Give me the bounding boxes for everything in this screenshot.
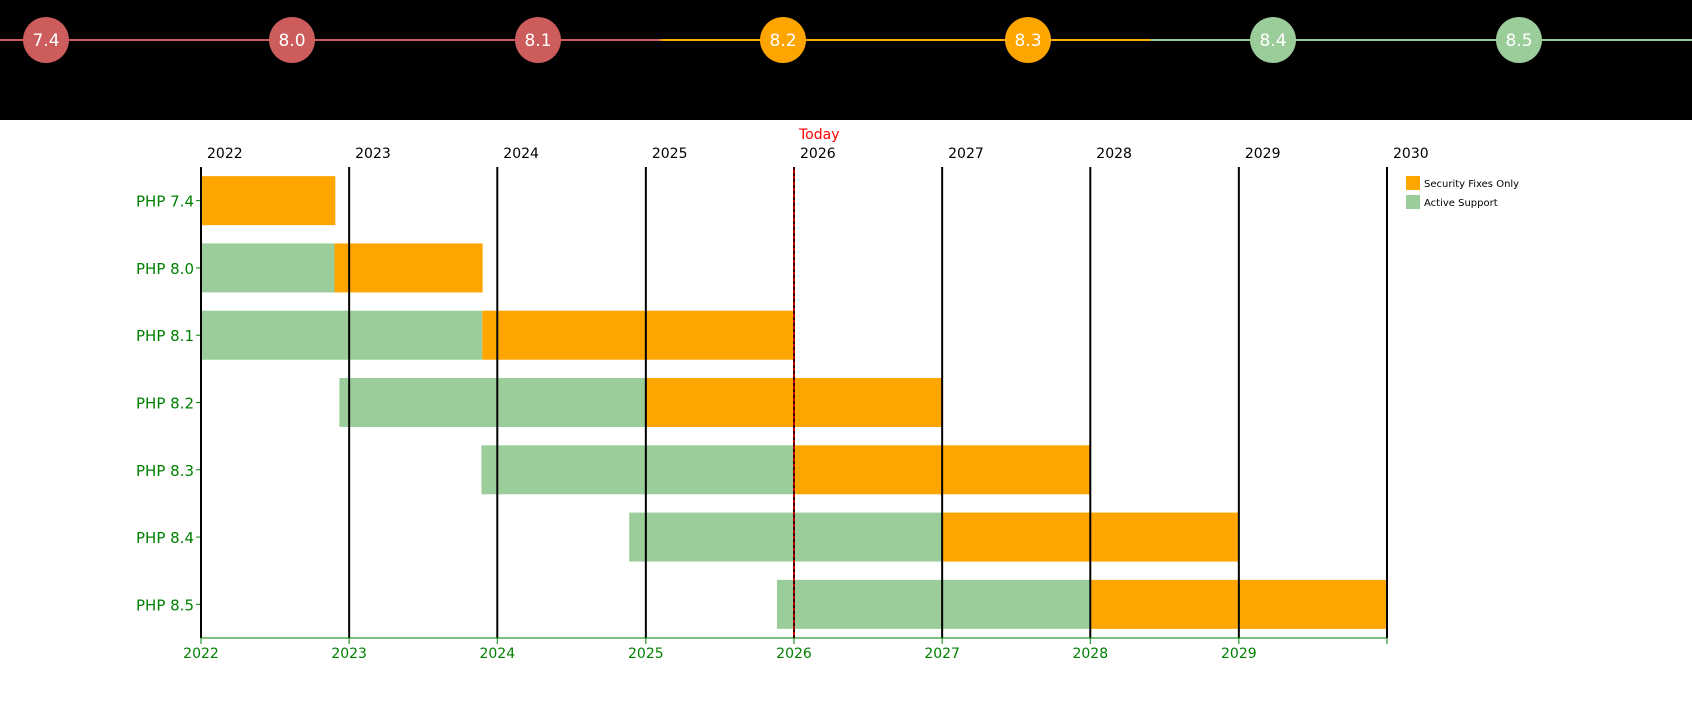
legend-label: Active Support <box>1424 198 1498 209</box>
top-year-label: 2023 <box>355 146 391 162</box>
row-php-8-1 <box>201 310 794 360</box>
x-tick-label: 2022 <box>183 646 219 662</box>
version-node-8.5[interactable]: 8.5 <box>1496 17 1542 63</box>
version-label: 7.4 <box>32 31 59 51</box>
version-node-8.1[interactable]: 8.1 <box>515 17 561 63</box>
version-circle <box>1496 17 1542 63</box>
x-tick-label: 2023 <box>331 646 367 662</box>
version-circle <box>23 17 69 63</box>
version-label: 8.5 <box>1505 31 1532 51</box>
top-year-label: 2030 <box>1393 146 1429 162</box>
row-php-8-2 <box>339 378 942 427</box>
version-circle <box>1250 17 1296 63</box>
active-bar <box>339 378 646 427</box>
today-label: Today <box>798 127 840 143</box>
version-timeline: 7.4 8.0 8.1 8.2 8.3 8.4 8.5 <box>0 0 1692 120</box>
active-bar <box>481 445 794 495</box>
row-label: PHP 8.0 <box>136 260 194 278</box>
row-label: PHP 8.1 <box>136 327 194 345</box>
version-node-8.3[interactable]: 8.3 <box>1005 17 1051 63</box>
version-circle <box>760 17 806 63</box>
version-node-8.0[interactable]: 8.0 <box>269 17 315 63</box>
version-label: 8.4 <box>1259 31 1286 51</box>
row-php-8-5 <box>776 579 1387 629</box>
row-php-8-0 <box>201 243 483 293</box>
row-label: PHP 8.4 <box>136 529 194 547</box>
legend-label: Security Fixes Only <box>1424 179 1519 190</box>
version-node-8.2[interactable]: 8.2 <box>760 17 806 63</box>
x-tick-label: 2028 <box>1072 646 1108 662</box>
row-label: PHP 8.2 <box>136 395 194 413</box>
active-bar <box>201 243 335 293</box>
legend-swatch <box>1406 176 1420 190</box>
version-node-7.4[interactable]: 7.4 <box>23 17 69 63</box>
security-bar <box>201 176 336 226</box>
version-label: 8.2 <box>769 31 796 51</box>
top-year-label: 2024 <box>503 146 539 162</box>
top-year-label: 2028 <box>1096 146 1132 162</box>
x-tick-label: 2029 <box>1221 646 1257 662</box>
version-node-8.4[interactable]: 8.4 <box>1250 17 1296 63</box>
top-year-label: 2022 <box>207 146 243 162</box>
version-circle <box>515 17 561 63</box>
version-label: 8.0 <box>278 31 305 51</box>
row-label: PHP 8.5 <box>136 596 194 614</box>
active-bar <box>629 512 942 562</box>
x-tick-label: 2026 <box>776 646 812 662</box>
version-circle <box>269 17 315 63</box>
x-tick-label: 2027 <box>924 646 960 662</box>
top-year-label: 2027 <box>948 146 984 162</box>
version-timeline-svg: 7.4 8.0 8.1 8.2 8.3 8.4 8.5 <box>0 17 1692 63</box>
row-label: PHP 7.4 <box>136 193 194 211</box>
version-label: 8.3 <box>1014 31 1041 51</box>
row-php-8-4 <box>629 512 1239 562</box>
active-bar <box>776 579 1090 629</box>
top-year-label: 2029 <box>1245 146 1281 162</box>
x-tick-label: 2025 <box>628 646 664 662</box>
active-bar <box>201 310 483 360</box>
row-php-7-4 <box>201 176 336 226</box>
version-circle <box>1005 17 1051 63</box>
support-gantt-chart: PHP 7.4 PHP 8.0 PHP 8.1 PHP 8.2 PHP 8.3 PHP 8… <box>136 127 1519 662</box>
security-bar <box>482 310 794 360</box>
row-php-8-3 <box>481 445 1090 495</box>
version-label: 8.1 <box>524 31 551 51</box>
top-year-label: 2026 <box>800 146 836 162</box>
x-tick-label: 2024 <box>479 646 515 662</box>
row-label: PHP 8.3 <box>136 462 194 480</box>
legend-swatch <box>1406 195 1420 209</box>
top-year-label: 2025 <box>652 146 688 162</box>
security-bar <box>334 243 483 293</box>
